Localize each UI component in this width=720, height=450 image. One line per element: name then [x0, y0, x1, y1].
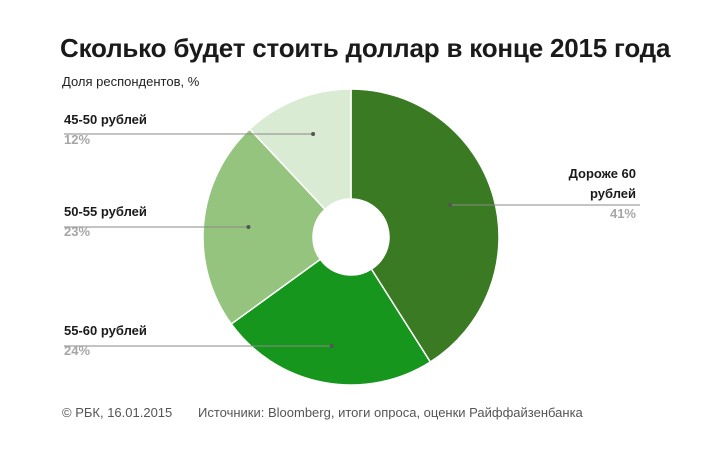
slice-label-50-55-рублей: 50-55 рублей — [64, 204, 147, 219]
copyright-note: © РБК, 16.01.2015 — [62, 405, 173, 420]
leader-dot-дороже-60-рублей — [447, 203, 452, 207]
pie-slice-45-50-рублей — [248, 88, 352, 211]
slice-value-50-55-рублей: 23% — [64, 224, 90, 239]
slice-label-дороже-60-рублей: рублей — [590, 186, 636, 201]
slice-value-дороже-60-рублей: 41% — [610, 206, 636, 221]
slice-value-55-60-рублей: 24% — [64, 343, 90, 358]
slice-label-55-60-рублей: 55-60 рублей — [64, 323, 147, 338]
slice-value-45-50-рублей: 12% — [64, 132, 90, 147]
pie-slice-55-60-рублей — [230, 258, 432, 386]
sources-note: Источники: Bloomberg, итоги опроса, оцен… — [198, 405, 583, 420]
slice-label-дороже-60-рублей: Дороже 60 — [569, 166, 636, 181]
pie-slice-дороже-60-рублей — [350, 88, 500, 363]
chart-title: Сколько будет стоить доллар в конце 2015… — [60, 33, 671, 63]
chart-subtitle: Доля респондентов, % — [62, 74, 200, 89]
leader-dot-45-50-рублей — [311, 132, 316, 136]
leader-dot-50-55-рублей — [246, 225, 251, 229]
leader-dot-55-60-рублей — [329, 344, 334, 348]
slice-label-45-50-рублей: 45-50 рублей — [64, 112, 147, 127]
